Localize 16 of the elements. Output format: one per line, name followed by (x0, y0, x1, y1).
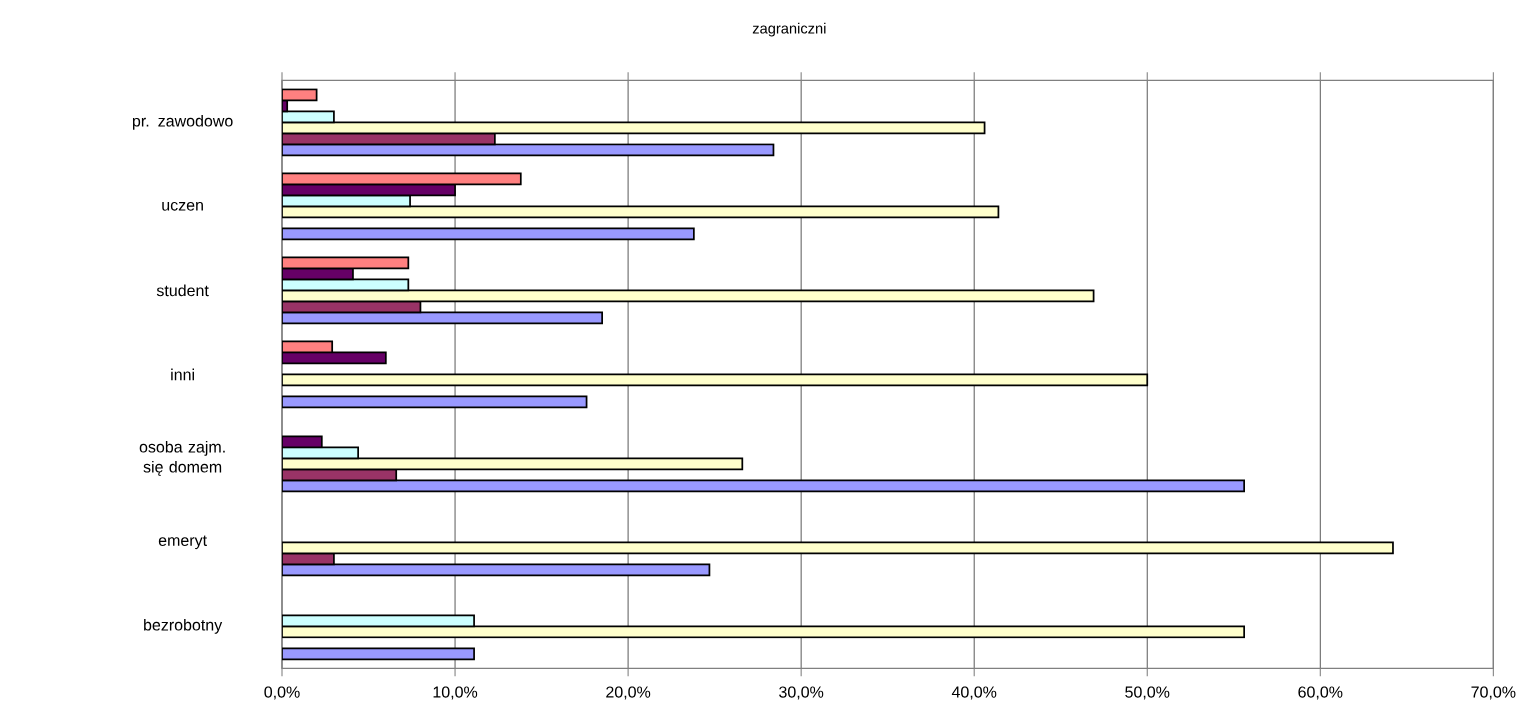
y-tick-label: inni (171, 368, 194, 381)
x-tick-label: 60,0% (1298, 686, 1343, 700)
x-tick-label: 30,0% (779, 686, 824, 700)
y-tick-label: uczen (162, 201, 203, 211)
x-tick-label: 20,0% (606, 686, 651, 700)
x-tick-label: 10,0% (433, 686, 478, 700)
y-tick-label: osoba zajm. się domem (139, 440, 225, 476)
y-tick-label: student (156, 284, 209, 297)
x-tick-label: 40,0% (951, 686, 997, 700)
y-tick-label: pr. zawodowo (132, 114, 233, 130)
x-tick-label: 70,0% (1471, 686, 1516, 700)
y-tick-label: bezrobotny (144, 618, 223, 634)
y-tick-label: emeryt (158, 535, 207, 550)
x-tick-label: 50,0% (1125, 686, 1170, 700)
x-tick-label: 0,0% (264, 686, 300, 700)
chart-title: zagraniczni (752, 22, 826, 37)
